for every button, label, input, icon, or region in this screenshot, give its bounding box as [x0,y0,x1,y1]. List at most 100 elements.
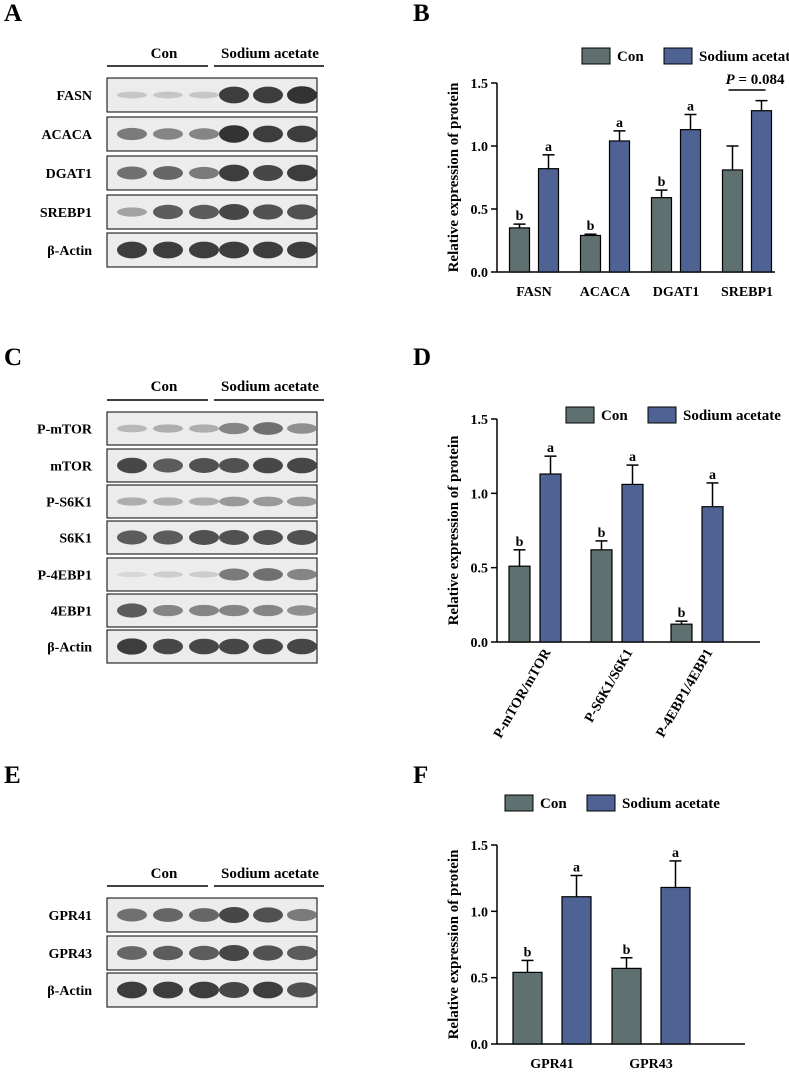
blot-row-label: P-4EBP1 [38,569,92,584]
blot-row: DGAT1 [46,155,318,191]
blot-band [153,424,183,433]
blot-row-label: β-Actin [47,641,92,656]
blot-band [287,241,317,259]
blot-row: 4EBP1 [51,593,318,628]
blot-band [219,945,249,961]
significance-letter: b [587,219,595,234]
y-tick-label: 1.5 [471,77,489,92]
blot-band [153,571,183,578]
blot-band [117,424,147,433]
blot-strip [106,232,318,268]
blot-band [219,496,249,507]
blot-row-label: 4EBP1 [51,605,92,620]
bar [701,506,724,643]
blot-band [117,603,147,618]
group-label-con: Con [151,866,178,882]
bar [660,886,691,1045]
blot-strip [106,935,318,971]
blot-band [189,530,219,545]
significance-letter: a [709,468,716,483]
bar [561,896,592,1045]
blot-band [219,422,249,435]
blot-row-label: FASN [56,89,92,104]
bar [750,110,773,273]
blot-band [153,91,183,99]
legend-label-con: Con [601,408,628,424]
blot-row-label: P-mTOR [37,423,93,438]
blot-strip [106,411,318,446]
blot-band [253,86,283,104]
blot-band [189,241,219,259]
significance-letter: b [678,606,686,621]
blot-strip [106,972,318,1008]
blot-row-label: mTOR [50,460,93,475]
blot-strip [106,448,318,483]
blot-band [287,605,317,616]
blot-strip [106,520,318,555]
blot-band [189,604,219,617]
p-value-annotation: P = 0.084 [726,72,785,88]
x-tick-label: FASN [516,285,552,300]
significance-letter: b [516,209,524,224]
blot-band [117,127,147,141]
y-tick-label: 1.0 [471,140,489,155]
blot-band [219,241,249,259]
x-tick-label: P-4EBP1/4EBP1 [654,647,717,741]
blot-band [287,530,317,545]
legend-label-con: Con [540,796,567,812]
significance-letter: a [573,861,580,876]
significance-letter: b [623,943,631,958]
blot-band [253,165,283,181]
x-tick-label: P-mTOR/mTOR [491,646,555,741]
panel-label-e: E [4,762,21,789]
y-tick-label: 1.5 [471,413,489,428]
y-tick-label: 0.0 [471,1038,489,1053]
bar [650,197,673,273]
blot-band [153,166,183,180]
blot-band [117,530,147,545]
blot-band [287,423,317,434]
y-tick-label: 0.5 [471,562,489,577]
blot-band [219,86,249,104]
panel-label-f: F [413,762,429,789]
bar [508,565,531,643]
legend-swatch-con [581,47,611,65]
blot-band [189,424,219,433]
legend-label-treat: Sodium acetate [622,796,720,812]
blot-band [253,945,283,961]
x-tick-label: GPR43 [629,1057,673,1072]
blot-band [219,604,249,617]
legend: Con Sodium acetate [504,794,720,812]
blot-band [253,241,283,259]
blot-row-label: ACACA [41,128,92,143]
blot-strip [106,116,318,152]
blot-band [189,571,219,578]
significance-letter: b [524,945,532,960]
group-label-con: Con [151,379,178,395]
blot-strip [106,155,318,191]
blot-row-label: SREBP1 [40,206,92,221]
blot-band [219,638,249,655]
blot-strip [106,629,318,664]
blot-band [287,496,317,507]
legend-swatch-con [565,406,595,424]
blot-band [287,945,317,961]
significance-letter: a [629,450,636,465]
blot-band [219,164,249,182]
blot-band [153,908,183,922]
legend: Con Sodium acetate [565,406,781,424]
blot-band [153,204,183,220]
blot-row: GPR41 [48,897,318,933]
blot-band [153,458,183,473]
blot-band [287,164,317,182]
blot-band [117,946,147,960]
significance-letter: b [598,526,606,541]
blot-row: β-Actin [47,232,318,268]
x-tick-label: DGAT1 [653,285,699,300]
blot-band [153,981,183,999]
bar [537,168,560,273]
